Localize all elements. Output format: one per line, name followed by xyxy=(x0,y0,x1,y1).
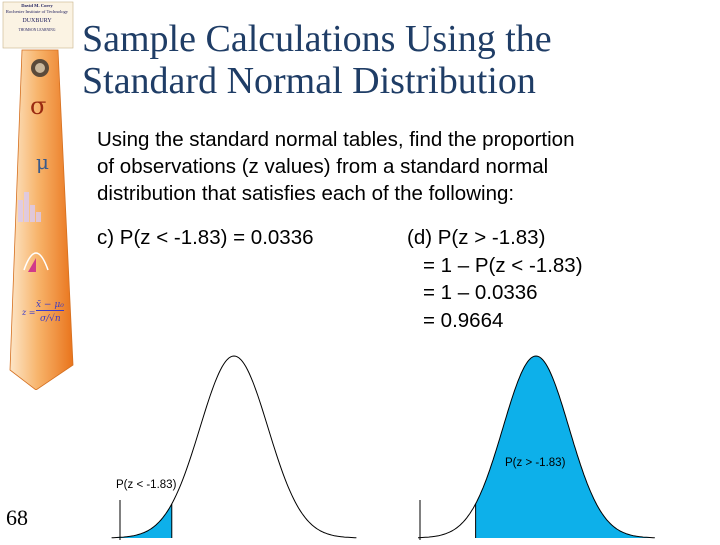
tie-icon xyxy=(2,1,74,390)
normal-curve-left: P(z < -1.83) xyxy=(108,350,368,540)
part-d-line2: = 1 – P(z < -1.83) xyxy=(423,253,583,277)
slide-title-line2: Standard Normal Distribution xyxy=(82,60,536,102)
publisher-imprint: THOMSON LEARNING xyxy=(18,28,56,32)
left-curve-line xyxy=(111,355,357,539)
right-area xyxy=(475,356,655,538)
tie-formula-numerator: x̄ − μ₀ xyxy=(36,300,64,311)
slide-title: Sample Calculations Using the Standard N… xyxy=(82,18,712,102)
tie-formula-denominator: σ/√n xyxy=(40,314,61,324)
publisher-name: DUXBURY xyxy=(22,18,52,24)
tie-graphic xyxy=(0,0,80,390)
normal-curve-right-svg xyxy=(417,355,655,540)
left-tail-area xyxy=(111,503,172,538)
publisher-block: David M. Corry Rochester Institute of Te… xyxy=(4,3,70,33)
slide-title-line1: Sample Calculations Using the xyxy=(82,18,552,60)
normal-curve-right: P(z > -1.83) xyxy=(417,350,668,540)
intro-paragraph: Using the standard normal tables, find t… xyxy=(97,126,697,207)
left-curve-label: P(z < -1.83) xyxy=(116,479,177,491)
part-d-answer: (d) P(z > -1.83) = 1 – P(z < -1.83) = 1 … xyxy=(407,224,583,334)
part-d-line3: = 1 – 0.0336 xyxy=(423,281,538,304)
tie-mu: μ xyxy=(36,150,49,174)
publisher-author: David M. Corry xyxy=(21,3,53,8)
right-curve-line xyxy=(417,355,655,539)
part-c-answer: c) P(z < -1.83) = 0.0336 xyxy=(97,226,314,249)
slide-number: 68 xyxy=(6,505,28,530)
tie-formula-z: z = xyxy=(22,308,36,317)
right-curve-label: P(z > -1.83) xyxy=(505,457,566,469)
normal-curve-left-svg xyxy=(111,355,357,540)
intro-line3: distribution that satisfies each of the … xyxy=(97,182,515,205)
intro-line1: Using the standard normal tables, find t… xyxy=(97,128,575,151)
tie-sigma: σ xyxy=(30,92,47,120)
part-d-line1: (d) P(z > -1.83) xyxy=(407,226,546,249)
intro-line2: of observations (z values) from a standa… xyxy=(97,155,549,178)
publisher-institution: Rochester Institute of Technology xyxy=(5,8,69,14)
part-d-line4: = 0.9664 xyxy=(423,308,504,332)
